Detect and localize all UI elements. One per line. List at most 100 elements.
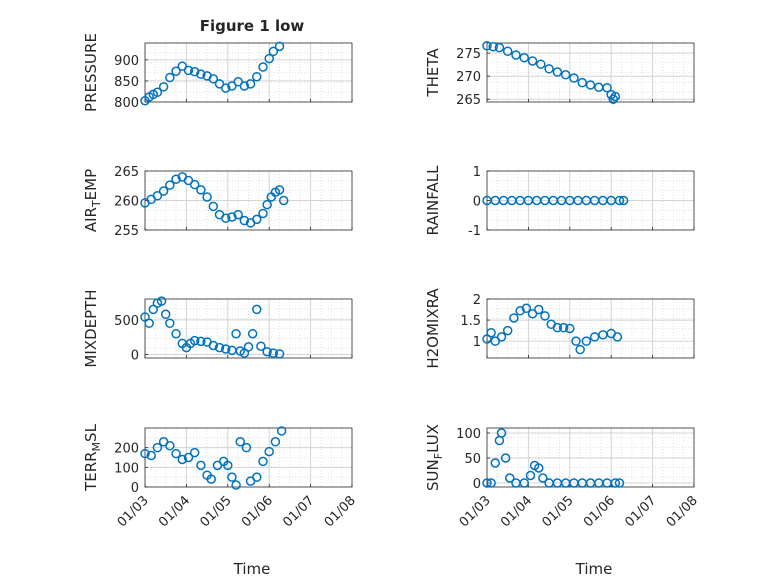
data-point [214,342,225,353]
marker-series [482,428,625,488]
y-tick-label: 1.5 [460,314,481,329]
minor-grid [145,43,352,102]
data-point [256,341,266,351]
marker-series [482,41,621,104]
data-point [196,336,206,347]
data-point [577,77,587,88]
data-point [565,323,575,334]
y-tick-label: 255 [114,224,139,239]
data-point [274,185,285,195]
data-point [488,41,498,52]
y-tick-label: 50 [464,452,481,467]
data-point [527,309,538,319]
data-point [158,82,169,92]
minor-grid [487,171,694,230]
data-point [196,185,206,195]
data-point [589,332,600,342]
y-axis-label: AIRTEMP [82,169,103,232]
data-point [171,328,181,339]
y-tick-label: 2 [473,293,481,308]
data-point [618,195,629,206]
data-point [262,199,272,210]
y-tick-label: -1 [468,224,481,239]
data-point [171,66,181,76]
data-point [158,186,169,196]
data-point [486,478,496,488]
major-grid [145,428,352,487]
y-tick-label: 200 [114,442,139,457]
data-point [177,454,188,465]
y-tick-label: 270 [456,70,481,85]
axes-box [144,42,353,103]
y-axis-label: TERRMSL [82,423,103,492]
data-point [183,65,194,76]
data-point [544,64,554,74]
data-point [183,452,194,463]
data-point [540,311,550,321]
subplot-rainfall: -1 0 1 RAINFALL [424,165,695,239]
data-point [515,306,525,316]
minor-grid [487,299,694,358]
y-tick-label: 1 [473,165,481,180]
data-point [521,303,532,314]
marker-series [140,172,289,228]
subplot-pressure: 800 850 900 PRESSURE [82,33,353,112]
data-point [560,70,571,80]
data-point [278,195,289,206]
data-point [258,62,268,72]
y-tick-label: 800 [114,96,139,111]
data-point [245,79,256,89]
data-point [610,478,621,488]
y-tick-label: 100 [114,461,139,476]
y-axis-label: SUNFLUX [424,424,445,491]
y-tick-label: 500 [114,314,139,329]
data-point [274,349,285,359]
data-point [177,61,188,71]
data-point [552,67,563,77]
data-point [500,453,511,463]
data-point [569,73,579,83]
data-point [160,309,171,320]
data-point [252,304,262,315]
subplot-air-temp: 255 260 265 AIRTEMP [82,165,353,239]
major-grid [145,171,352,230]
data-point [494,42,505,53]
data-point [156,296,167,306]
data-point [208,201,219,212]
data-point [220,83,231,93]
minor-grid [145,171,352,230]
data-point [239,81,250,91]
data-point [171,448,181,459]
data-point [608,94,619,104]
data-point [519,478,530,488]
data-point [538,473,548,483]
data-point [496,428,507,438]
data-point [270,437,281,447]
marker-series [482,195,629,206]
y-tick-label: 100 [456,427,481,442]
y-axis-label: PRESSURE [82,33,100,112]
data-point [189,335,200,346]
data-point [496,332,507,342]
data-point [486,327,496,338]
data-point [614,195,625,206]
data-point [189,447,200,458]
data-point [258,208,268,219]
data-point [206,474,216,484]
data-point [509,313,519,323]
x-axis-label-left: Time [233,560,271,578]
data-point [558,322,569,333]
data-point [196,460,206,471]
data-point [252,71,262,82]
data-point [233,209,243,220]
y-axis-label: MIXDEPTH [82,289,100,367]
data-point [189,66,200,77]
data-point [227,81,237,91]
plot-area [145,43,352,102]
subplot-mixdepth: 0 500 MIXDEPTH [82,289,353,368]
y-tick-label: 265 [114,165,139,180]
data-point [227,212,237,222]
data-point [152,191,163,201]
data-point [614,478,625,488]
y-tick-label: 0 [473,477,481,492]
